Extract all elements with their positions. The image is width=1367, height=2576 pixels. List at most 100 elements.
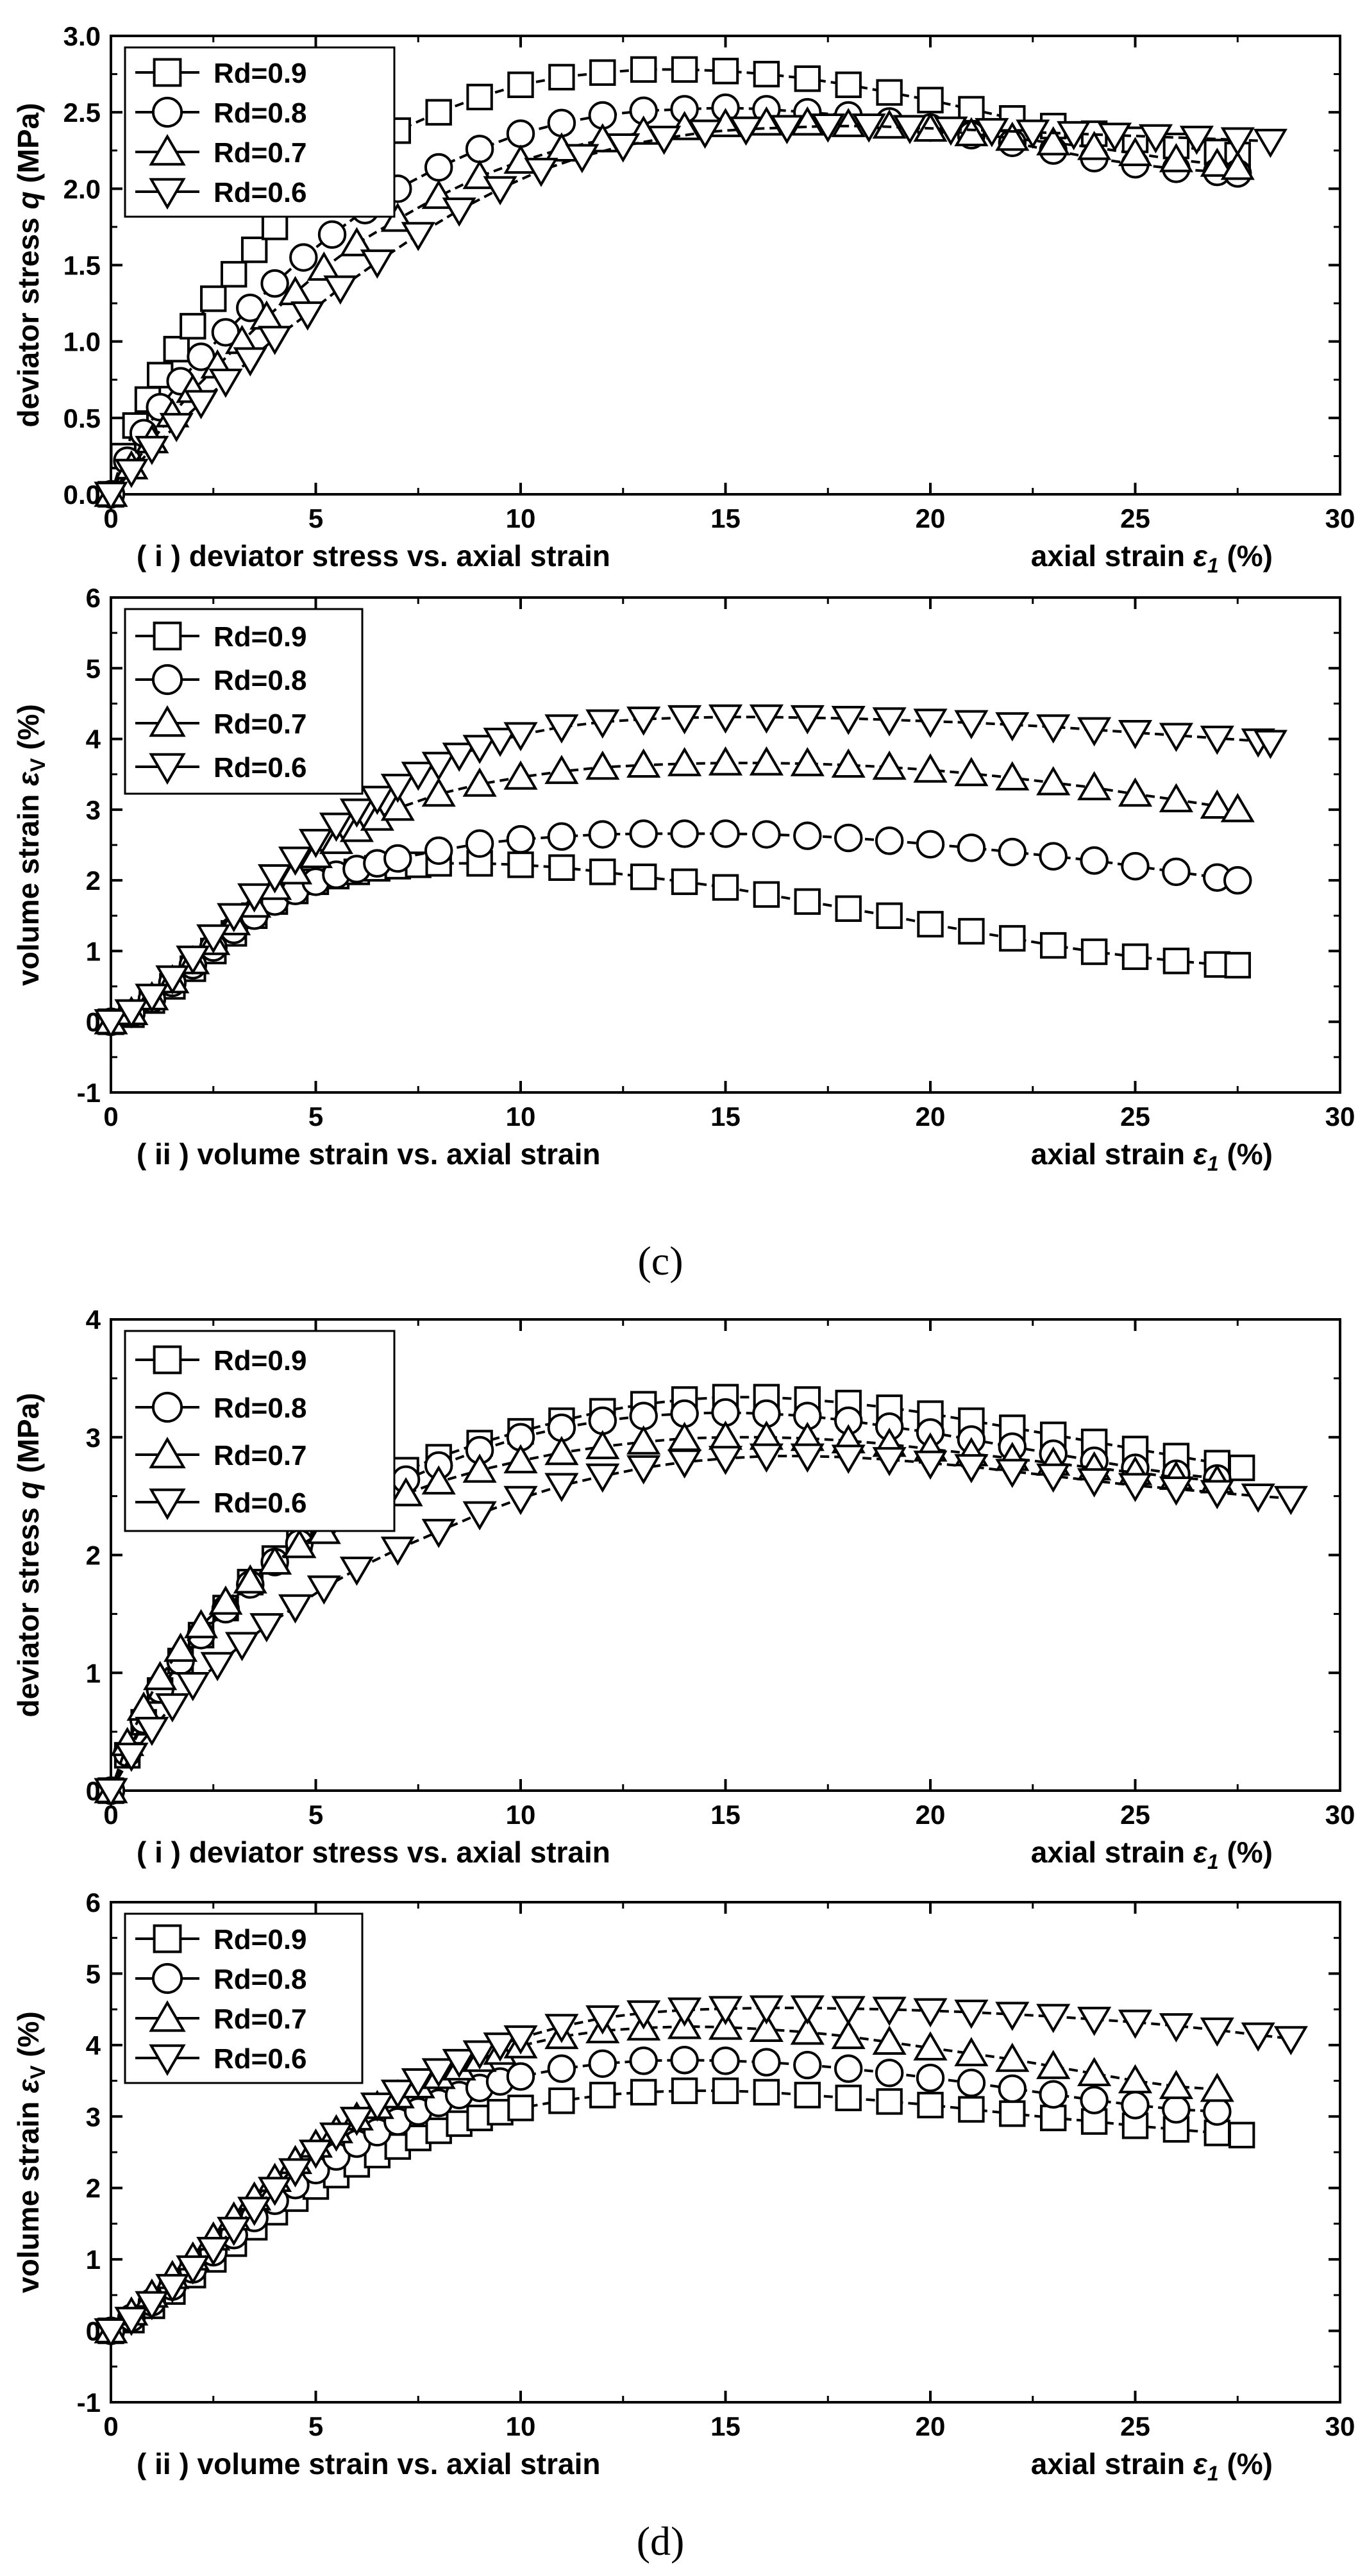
data-point (221, 261, 247, 288)
data-point (708, 1446, 743, 1475)
y-tick-label: -1 (77, 2388, 101, 2418)
series-line (110, 832, 1238, 1023)
data-point (135, 435, 169, 465)
data-point (1223, 866, 1252, 895)
data-point (1036, 765, 1071, 796)
data-point (442, 197, 476, 227)
data-point (630, 56, 657, 83)
y-tick-label: 0.0 (63, 480, 101, 510)
legend-label: Rd=0.7 (214, 137, 307, 169)
data-point (999, 924, 1026, 952)
data-point (1200, 725, 1234, 755)
legend-label: Rd=0.6 (214, 1487, 307, 1519)
data-point (629, 2046, 658, 2075)
data-point (585, 709, 620, 739)
data-point (200, 1652, 235, 1682)
x-tick-label: 0 (103, 1101, 118, 1132)
y-tick-label: 0.5 (63, 403, 101, 433)
legend-label: Rd=0.7 (214, 708, 307, 740)
data-point (671, 868, 698, 896)
data-point (626, 1455, 661, 1485)
x-tick-label: 10 (506, 503, 536, 533)
data-point (507, 851, 534, 878)
legend-marker (149, 2044, 186, 2076)
data-point (421, 1465, 456, 1495)
data-point (114, 1743, 149, 1772)
data-point (506, 824, 535, 854)
data-point (503, 1485, 538, 1516)
data-point (135, 1716, 169, 1746)
x-tick-label: 15 (710, 1101, 741, 1132)
data-point (421, 751, 456, 782)
x-tick-label: 5 (308, 1101, 323, 1132)
data-point (835, 71, 862, 98)
data-point (176, 945, 210, 975)
data-point (793, 821, 822, 850)
legend-marker (149, 1437, 186, 1469)
data-point (913, 1998, 948, 2028)
data-point (389, 1476, 423, 1507)
data-point (380, 1536, 415, 1566)
x-tick-label: 25 (1120, 1800, 1150, 1830)
y-tick-label: 4 (86, 1305, 101, 1335)
data-point (240, 236, 268, 263)
data-point (958, 917, 985, 945)
y-tick-label: 2 (86, 866, 101, 896)
panel-label-d: (d) (637, 2518, 685, 2564)
data-point (208, 1585, 243, 1615)
data-point (462, 1453, 497, 1483)
data-point (995, 2002, 1030, 2031)
data-point (728, 116, 764, 146)
data-point (670, 819, 699, 848)
data-point (893, 115, 927, 144)
data-point (1039, 2080, 1068, 2109)
data-point (1200, 2017, 1234, 2047)
data-point (544, 2014, 579, 2043)
data-point (749, 2012, 784, 2042)
data-point (155, 965, 190, 995)
data-point (793, 2050, 822, 2080)
data-point (626, 748, 661, 778)
data-point (465, 135, 494, 163)
x-axis-label: axial strain ε1 (%) (1031, 1836, 1273, 1873)
series-rd-0-6 (94, 1443, 1308, 1807)
data-point (957, 833, 986, 862)
data-point (954, 757, 989, 787)
data-point (548, 63, 575, 91)
legend-marker (149, 134, 186, 166)
y-tick-label: 3 (86, 795, 101, 825)
y-tick-label: 1 (86, 2245, 101, 2275)
data-point (1118, 720, 1153, 749)
data-point (1040, 932, 1067, 959)
data-point (159, 413, 194, 442)
data-point (954, 2000, 989, 2029)
data-point (667, 1421, 702, 1451)
data-point (183, 1609, 219, 1639)
data-point (319, 2122, 354, 2152)
data-point (1077, 771, 1112, 801)
legend-label: Rd=0.9 (214, 1345, 307, 1376)
data-point (708, 1996, 743, 2025)
data-point (708, 1420, 743, 1450)
x-tick-label: 15 (710, 503, 741, 533)
chart-c-volume-strain: 0 5 10 15 20 25 30-10123456Rd=0.9Rd=0.8Rd=0.7R… (12, 583, 1355, 1175)
data-point (995, 1459, 1030, 1489)
legend-marker (149, 178, 186, 210)
data-point (876, 902, 903, 929)
data-point (917, 910, 944, 938)
data-point (835, 895, 862, 922)
data-point (547, 2054, 576, 2083)
data-point (749, 704, 784, 734)
data-point (667, 1997, 702, 2027)
data-point (421, 777, 456, 807)
data-point (872, 109, 907, 139)
data-point (585, 750, 620, 780)
data-point (258, 2177, 292, 2206)
data-point (425, 99, 452, 126)
data-point (401, 762, 435, 791)
data-point (1159, 2013, 1193, 2043)
data-point (872, 1996, 907, 2027)
x-tick-label: 20 (916, 1800, 946, 1830)
data-point (339, 798, 374, 828)
legend-label: Rd=0.8 (214, 1393, 307, 1424)
